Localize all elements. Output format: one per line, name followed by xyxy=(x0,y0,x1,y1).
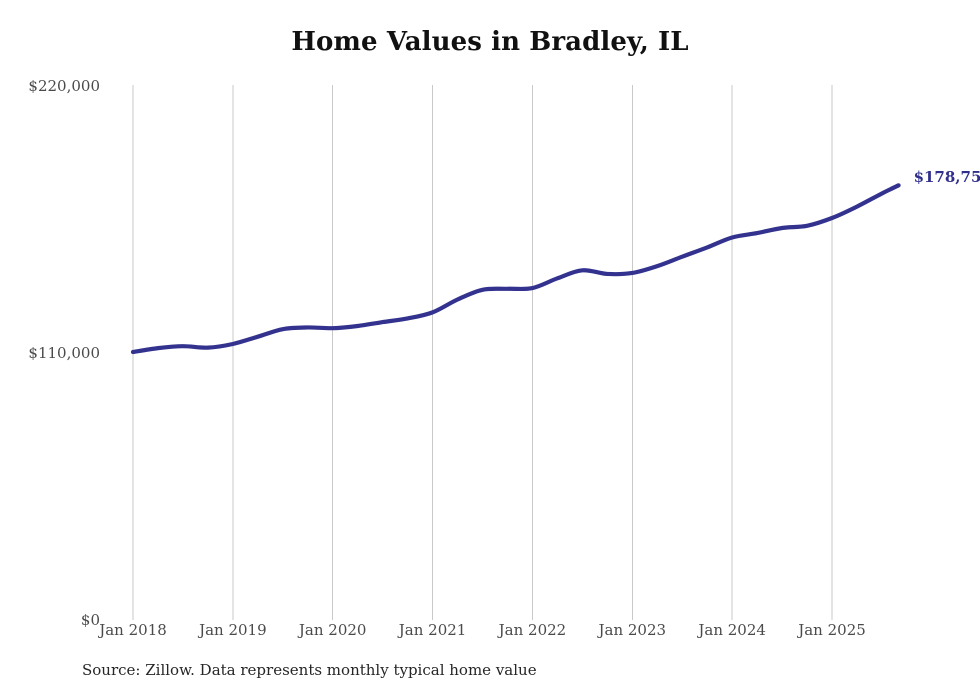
xtick-label: Jan 2020 xyxy=(298,621,367,639)
ytick-label-bottom: $0 xyxy=(80,611,100,629)
xtick-label: Jan 2025 xyxy=(798,621,866,639)
xtick-label: Jan 2018 xyxy=(99,621,167,639)
xtick-label: Jan 2022 xyxy=(498,621,567,639)
xtick-label: Jan 2024 xyxy=(698,621,766,639)
xtick-label: Jan 2023 xyxy=(598,621,667,639)
xtick-label: Jan 2021 xyxy=(398,621,467,639)
ytick-label-mid: $110,000 xyxy=(28,344,100,362)
chart-title: Home Values in Bradley, IL xyxy=(291,27,689,57)
end-value-label: $178,752 xyxy=(913,168,980,187)
series-line-typical-home-value xyxy=(130,183,901,355)
xtick-label: Jan 2019 xyxy=(199,621,267,639)
source-note: Source: Zillow. Data represents monthly … xyxy=(82,661,537,679)
gridlines xyxy=(132,85,833,620)
ytick-label-top: $220,000 xyxy=(28,77,100,95)
